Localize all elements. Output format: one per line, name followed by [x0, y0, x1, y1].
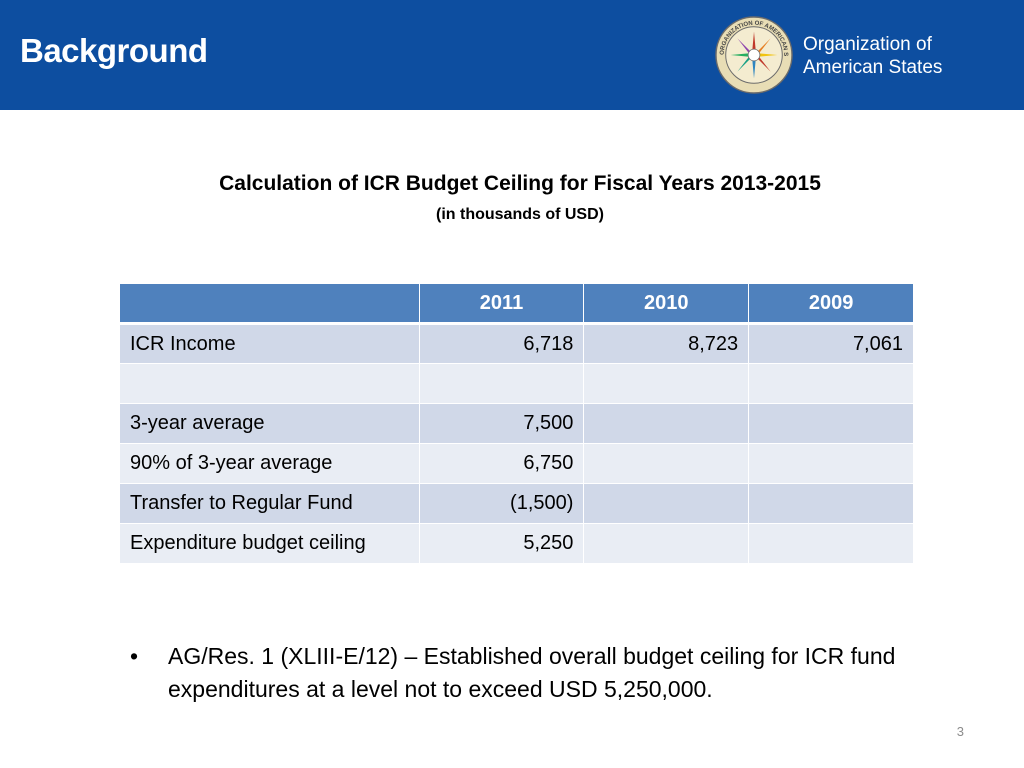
bullet-marker: • — [130, 643, 139, 669]
cell-2009 — [748, 363, 914, 404]
row-label: Transfer to Regular Fund — [119, 483, 420, 524]
cell-2011: 7,500 — [418, 403, 585, 444]
organization-name-line1: Organization of — [803, 34, 932, 55]
bullet-item: • AG/Res. 1 (XLIII-E/12) – Established o… — [130, 640, 910, 706]
table-header-cell: 2010 — [583, 283, 750, 325]
organization-name-line2: American States — [803, 57, 943, 78]
cell-2009 — [748, 523, 914, 564]
cell-2009 — [748, 483, 914, 524]
cell-2010 — [583, 443, 750, 484]
table-header-cell: 2009 — [748, 283, 914, 325]
table-row: ICR Income 6,718 8,723 7,061 — [119, 323, 914, 364]
cell-2010 — [583, 483, 750, 524]
table-header-row: 2011 2010 2009 — [119, 283, 914, 325]
cell-2011 — [418, 363, 585, 404]
cell-2009 — [748, 403, 914, 444]
cell-2011: 6,718 — [418, 323, 585, 364]
table-header-cell: 2011 — [418, 283, 585, 325]
table-row: 3-year average 7,500 — [119, 403, 914, 444]
page-number: 3 — [956, 724, 964, 739]
table-row — [119, 363, 914, 404]
table-row: Transfer to Regular Fund (1,500) — [119, 483, 914, 524]
table-header-cell — [119, 283, 420, 325]
budget-table: 2011 2010 2009 ICR Income 6,718 8,723 7,… — [119, 283, 914, 564]
bullet-list: • AG/Res. 1 (XLIII-E/12) – Established o… — [130, 640, 910, 706]
row-label: Expenditure budget ceiling — [119, 523, 420, 564]
cell-2009: 7,061 — [748, 323, 914, 364]
cell-2010 — [583, 403, 750, 444]
row-label — [119, 363, 420, 404]
cell-2009 — [748, 443, 914, 484]
oas-seal-icon: ORGANIZATION OF AMERICAN STATES — [715, 16, 793, 94]
cell-2010 — [583, 523, 750, 564]
table-title: Calculation of ICR Budget Ceiling for Fi… — [219, 172, 821, 195]
row-label: ICR Income — [119, 323, 420, 364]
row-label: 3-year average — [119, 403, 420, 444]
bullet-text: AG/Res. 1 (XLIII-E/12) – Established ove… — [168, 643, 896, 702]
table-row: 90% of 3-year average 6,750 — [119, 443, 914, 484]
organization-name: Organization of American States — [803, 33, 942, 79]
cell-2011: (1,500) — [418, 483, 585, 524]
cell-2010 — [583, 363, 750, 404]
cell-2011: 5,250 — [418, 523, 585, 564]
slide-title: Background — [20, 32, 208, 69]
table-subtitle: (in thousands of USD) — [436, 206, 604, 223]
cell-2010: 8,723 — [583, 323, 750, 364]
row-label: 90% of 3-year average — [119, 443, 420, 484]
table-row: Expenditure budget ceiling 5,250 — [119, 523, 914, 564]
slide-header-bar: Background ORGANIZATION OF AMERICAN STAT… — [0, 0, 1024, 110]
cell-2011: 6,750 — [418, 443, 585, 484]
